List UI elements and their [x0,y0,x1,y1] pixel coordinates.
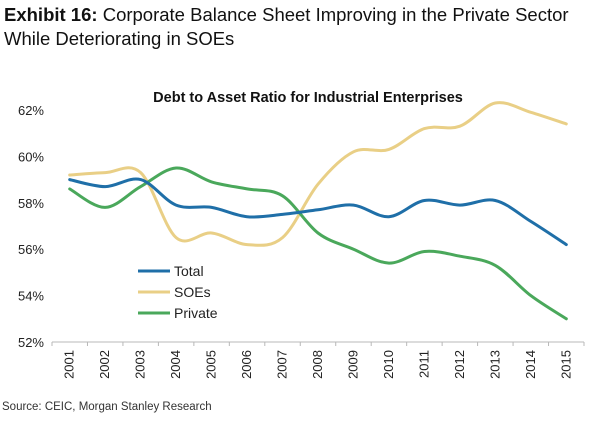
x-tick-label: 2005 [204,350,219,379]
y-tick-label: 58% [18,196,44,211]
exhibit-label: Exhibit 16: [4,4,98,25]
y-tick-label: 54% [18,289,44,304]
x-tick-label: 2007 [275,350,290,379]
y-tick-label: 52% [18,335,44,350]
legend-label-total: Total [174,263,204,279]
exhibit-title-line-2: While Deteriorating in SOEs [4,28,235,49]
source-note: Source: CEIC, Morgan Stanley Research [2,401,212,413]
y-tick-label: 60% [18,149,44,164]
x-tick-label: 2014 [523,350,538,379]
exhibit-header: Exhibit 16: Corporate Balance Sheet Impr… [4,3,594,51]
legend-label-soes: SOEs [174,284,211,300]
exhibit-title-line-1: Exhibit 16: Corporate Balance Sheet Impr… [4,3,594,27]
x-tick-label: 2006 [239,350,254,379]
series-line-soes [68,101,568,247]
x-tick-label: 2001 [62,350,77,379]
x-tick-label: 2011 [416,350,431,378]
x-tick-label: 2015 [558,350,573,379]
x-tick-label: 2013 [487,350,502,379]
x-tick-label: 2003 [133,350,148,379]
x-tick-label: 2002 [97,350,112,379]
x-tick-label: 2012 [452,350,467,379]
x-tick-label: 2010 [381,350,396,379]
legend-label-private: Private [174,305,218,321]
y-tick-label: 56% [18,242,44,257]
series-line-private [68,166,568,321]
series-line-total [68,177,568,247]
chart-title: Debt to Asset Ratio for Industrial Enter… [153,90,463,106]
exhibit-title: Corporate Balance Sheet Improving in the… [102,4,569,25]
x-tick-label: 2008 [310,350,325,379]
y-tick-label: 62% [18,103,44,118]
x-tick-label: 2009 [345,350,360,379]
x-tick-label: 2004 [168,350,183,379]
